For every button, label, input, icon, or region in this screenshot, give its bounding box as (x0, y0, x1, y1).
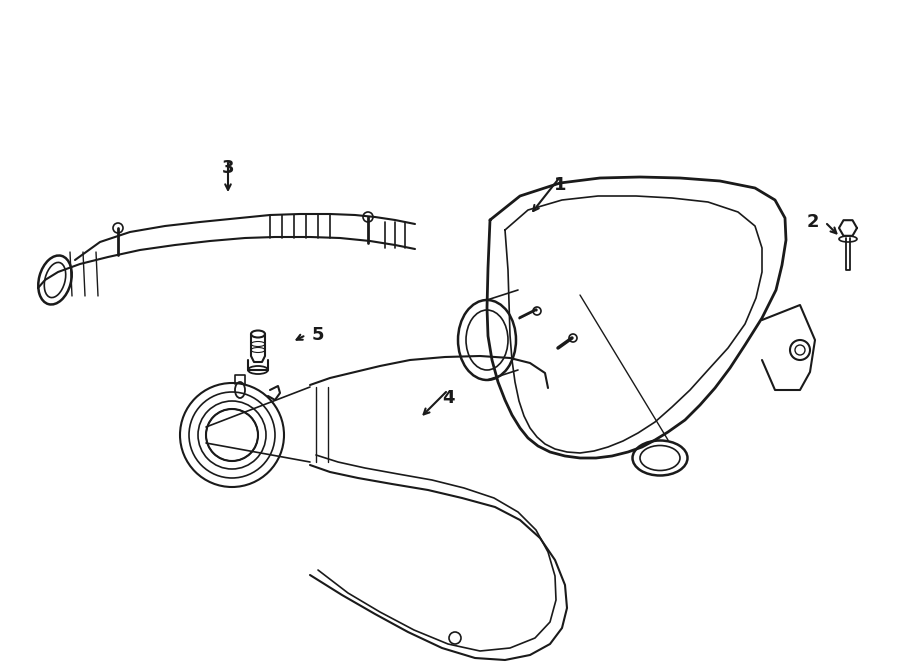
Text: 4: 4 (442, 389, 454, 407)
Text: 1: 1 (554, 176, 566, 194)
Text: 3: 3 (221, 159, 234, 177)
Text: 5: 5 (311, 326, 324, 344)
Text: 2: 2 (806, 213, 819, 231)
